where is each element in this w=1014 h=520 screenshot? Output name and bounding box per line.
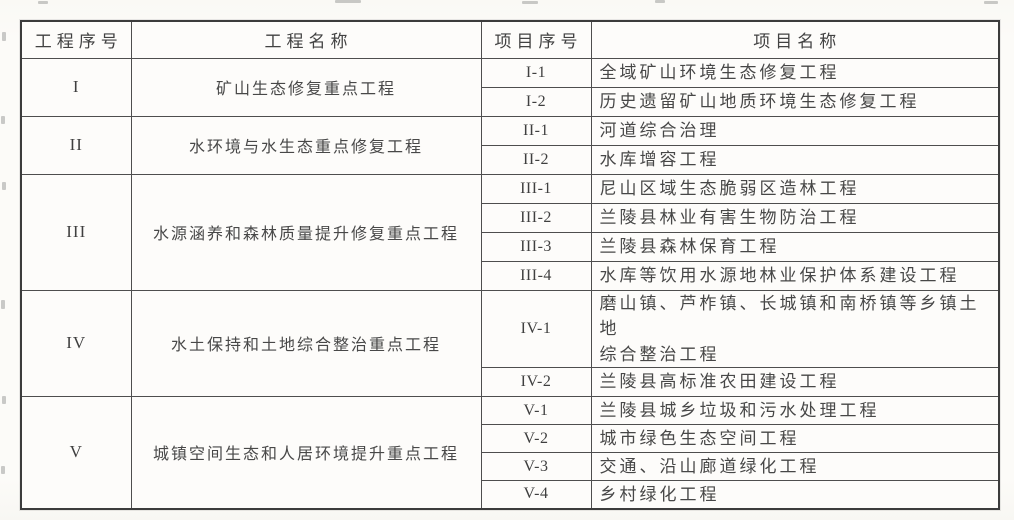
scan-artifact <box>2 32 6 41</box>
table-row: IV-2 兰陵县高标准农田建设工程 <box>21 367 1000 397</box>
scan-artifact <box>1 300 5 309</box>
project-id-cell: II-2 <box>480 144 592 175</box>
project-name-cell: 兰陵县高标准农田建设工程 <box>590 367 1000 397</box>
project-name-cell: 水库增容工程 <box>590 144 1000 175</box>
header-row: 工程序号 工程名称 项目序号 项目名称 <box>20 20 1000 59</box>
table-row: I 矿山生态修复重点工程 I-1 全域矿山环境生态修复工程 <box>20 57 1000 117</box>
group-name-cell: 矿山生态修复重点工程 <box>130 57 482 117</box>
group-serial-cell: V <box>20 396 132 509</box>
project-id-cell: II-1 <box>480 115 592 146</box>
project-name-cell: 城市绿色生态空间工程 <box>590 424 1000 453</box>
project-id-cell: V-3 <box>480 452 592 481</box>
project-id-cell: I-1 <box>480 57 592 88</box>
project-name-cell: 全域矿山环境生态修复工程 <box>590 57 1000 88</box>
project-id-cell: III-4 <box>480 260 592 291</box>
project-id-cell: IV-2 <box>480 367 592 397</box>
project-id-cell: III-1 <box>480 173 592 204</box>
table-row: III-3 兰陵县森林保育工程 <box>21 231 1000 262</box>
scan-artifact <box>655 0 665 3</box>
project-id-cell: III-3 <box>480 231 592 262</box>
table-row: V-3 交通、沿山廊道绿化工程 <box>21 452 1000 481</box>
scan-artifact <box>984 1 998 4</box>
project-name-cell: 水库等饮用水源地林业保护体系建设工程 <box>590 260 1000 291</box>
project-id-cell: V-2 <box>480 424 592 453</box>
group-serial-cell: I <box>20 57 132 117</box>
project-name-cell: 兰陵县城乡垃圾和污水处理工程 <box>590 396 1000 425</box>
project-name-cell: 交通、沿山廊道绿化工程 <box>590 452 1000 481</box>
project-table: 工程序号 工程名称 项目序号 项目名称 I 矿山生态修复重点工程 I-1 全域矿… <box>20 20 1000 510</box>
header-project-serial: 项目序号 <box>480 20 592 59</box>
group-serial-cell: III <box>20 173 132 291</box>
group-name-cell: 水源涵养和森林质量提升修复重点工程 <box>130 173 482 291</box>
project-name-cell: 尼山区域生态脆弱区造林工程 <box>590 173 1000 204</box>
project-name-cell: 兰陵县林业有害生物防治工程 <box>590 202 1000 233</box>
project-id-cell: I-2 <box>480 86 592 117</box>
group-name-cell: 水土保持和土地综合整治重点工程 <box>130 289 482 397</box>
project-id-cell: III-2 <box>480 202 592 233</box>
header-engineering-serial: 工程序号 <box>20 20 132 59</box>
table-row: II-2 水库增容工程 <box>21 144 1000 175</box>
header-engineering-name: 工程名称 <box>130 20 482 59</box>
scan-artifact <box>2 396 6 404</box>
group-serial-cell: IV <box>20 289 132 397</box>
scan-artifact <box>1 466 5 474</box>
header-project-name: 项目名称 <box>590 20 1000 59</box>
project-name-cell: 乡村绿化工程 <box>590 480 1000 509</box>
group-name-cell: 城镇空间生态和人居环境提升重点工程 <box>130 396 482 509</box>
project-name-cell: 历史遗留矿山地质环境生态修复工程 <box>590 86 1000 117</box>
table-row: IV 水土保持和土地综合整治重点工程 IV-1 磨山镇、芦柞镇、长城镇和南桥镇等… <box>20 289 1000 397</box>
scan-artifact <box>2 182 6 190</box>
group-serial-cell: II <box>20 115 132 175</box>
table-row: III-4 水库等饮用水源地林业保护体系建设工程 <box>21 260 1000 291</box>
project-name-cell: 兰陵县森林保育工程 <box>590 231 1000 262</box>
table-row: II 水环境与水生态重点修复工程 II-1 河道综合治理 <box>20 115 1000 175</box>
scan-artifact <box>522 1 538 4</box>
project-name-cell: 河道综合治理 <box>590 115 1000 146</box>
group-name-cell: 水环境与水生态重点修复工程 <box>130 115 482 175</box>
project-id-cell: V-1 <box>480 396 592 425</box>
table-row: V 城镇空间生态和人居环境提升重点工程 V-1 兰陵县城乡垃圾和污水处理工程 <box>20 396 1000 509</box>
project-id-cell: IV-1 <box>480 289 592 368</box>
project-name-cell: 磨山镇、芦柞镇、长城镇和南桥镇等乡镇土地 综合整治工程 <box>590 289 1000 368</box>
scan-artifact <box>38 1 48 4</box>
table-row: III 水源涵养和森林质量提升修复重点工程 III-1 尼山区域生态脆弱区造林工… <box>20 173 1000 291</box>
scan-artifact <box>335 0 361 3</box>
table-row: III-2 兰陵县林业有害生物防治工程 <box>21 202 1000 233</box>
project-id-cell: V-4 <box>480 480 592 509</box>
scan-artifact <box>1 116 5 124</box>
table-row: V-2 城市绿色生态空间工程 <box>21 424 1000 453</box>
table-row: I-2 历史遗留矿山地质环境生态修复工程 <box>21 86 1000 117</box>
table-row: V-4 乡村绿化工程 <box>21 480 1000 509</box>
